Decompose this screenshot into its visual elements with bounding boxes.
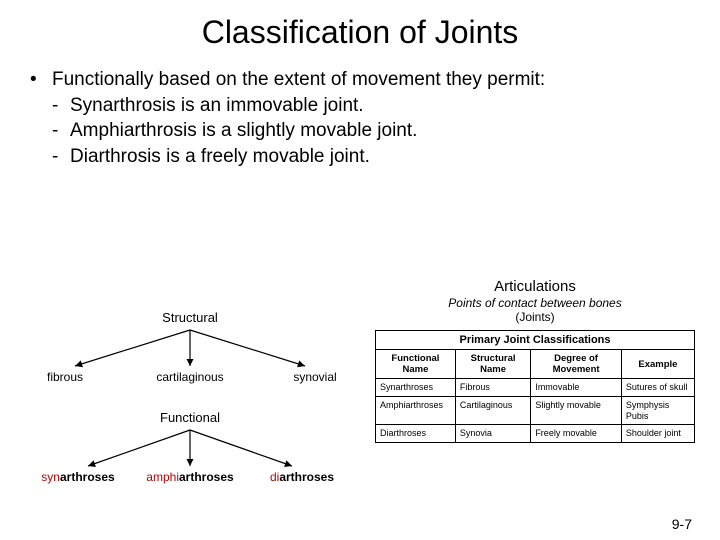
table-cell: Fibrous: [455, 379, 530, 397]
table-col-1: Structural Name: [455, 350, 530, 379]
lower-content: Structural fibrous cartilaginous synovia…: [0, 278, 720, 518]
table-cell: Cartilaginous: [455, 396, 530, 425]
articulations-title: Articulations: [370, 278, 700, 295]
bullet-main-text: Functionally based on the extent of move…: [52, 67, 690, 93]
page-title: Classification of Joints: [0, 0, 720, 51]
table-cell: Slightly movable: [531, 396, 622, 425]
table-cell: Diarthroses: [376, 425, 456, 443]
table-cell: Symphysis Pubis: [621, 396, 694, 425]
bullet-main: • Functionally based on the extent of mo…: [30, 67, 690, 93]
dash-icon: -: [52, 93, 70, 119]
table-cell: Shoulder joint: [621, 425, 694, 443]
functional-leaf-0: synarthroses: [41, 470, 114, 484]
bullet-sub-2: - Diarthrosis is a freely movable joint.: [30, 144, 690, 170]
table-cell: Amphiarthroses: [376, 396, 456, 425]
table-row: Diarthroses Synovia Freely movable Shoul…: [376, 425, 695, 443]
functional-leaf-1: amphiarthroses: [146, 470, 233, 484]
table-column-row: Functional Name Structural Name Degree o…: [376, 350, 695, 379]
structural-leaf-0: fibrous: [47, 370, 83, 384]
bullet-sub-1-text: Amphiarthrosis is a slightly movable joi…: [70, 118, 690, 144]
articulations-subtitle: Points of contact between bones: [370, 296, 700, 310]
tree-diagram: Structural fibrous cartilaginous synovia…: [20, 308, 360, 518]
table-col-0: Functional Name: [376, 350, 456, 379]
functional-leaf-2: diarthroses: [270, 470, 334, 484]
bullet-sub-0-text: Synarthrosis is an immovable joint.: [70, 93, 690, 119]
bullet-list: • Functionally based on the extent of mo…: [30, 67, 690, 170]
bullet-sub-1: - Amphiarthrosis is a slightly movable j…: [30, 118, 690, 144]
page-number: 9-7: [672, 516, 692, 532]
structural-leaf-1: cartilaginous: [156, 370, 223, 384]
structural-label: Structural: [162, 310, 218, 325]
table-cell: Synarthroses: [376, 379, 456, 397]
bullet-dot: •: [30, 67, 52, 93]
table-header: Primary Joint Classifications: [376, 331, 695, 350]
bullet-sub-0: - Synarthrosis is an immovable joint.: [30, 93, 690, 119]
table-cell: Immovable: [531, 379, 622, 397]
table-cell: Sutures of skull: [621, 379, 694, 397]
dash-icon: -: [52, 118, 70, 144]
classification-table: Primary Joint Classifications Functional…: [375, 330, 695, 443]
articulations-subtitle2: (Joints): [370, 310, 700, 324]
table-col-3: Example: [621, 350, 694, 379]
table-row: Amphiarthroses Cartilaginous Slightly mo…: [376, 396, 695, 425]
table-col-2: Degree of Movement: [531, 350, 622, 379]
table-cell: Freely movable: [531, 425, 622, 443]
articulations-section: Articulations Points of contact between …: [370, 278, 700, 443]
bullet-sub-2-text: Diarthrosis is a freely movable joint.: [70, 144, 690, 170]
functional-label: Functional: [160, 410, 220, 425]
dash-icon: -: [52, 144, 70, 170]
table-row: Synarthroses Fibrous Immovable Sutures o…: [376, 379, 695, 397]
structural-leaf-2: synovial: [293, 370, 336, 384]
table-cell: Synovia: [455, 425, 530, 443]
